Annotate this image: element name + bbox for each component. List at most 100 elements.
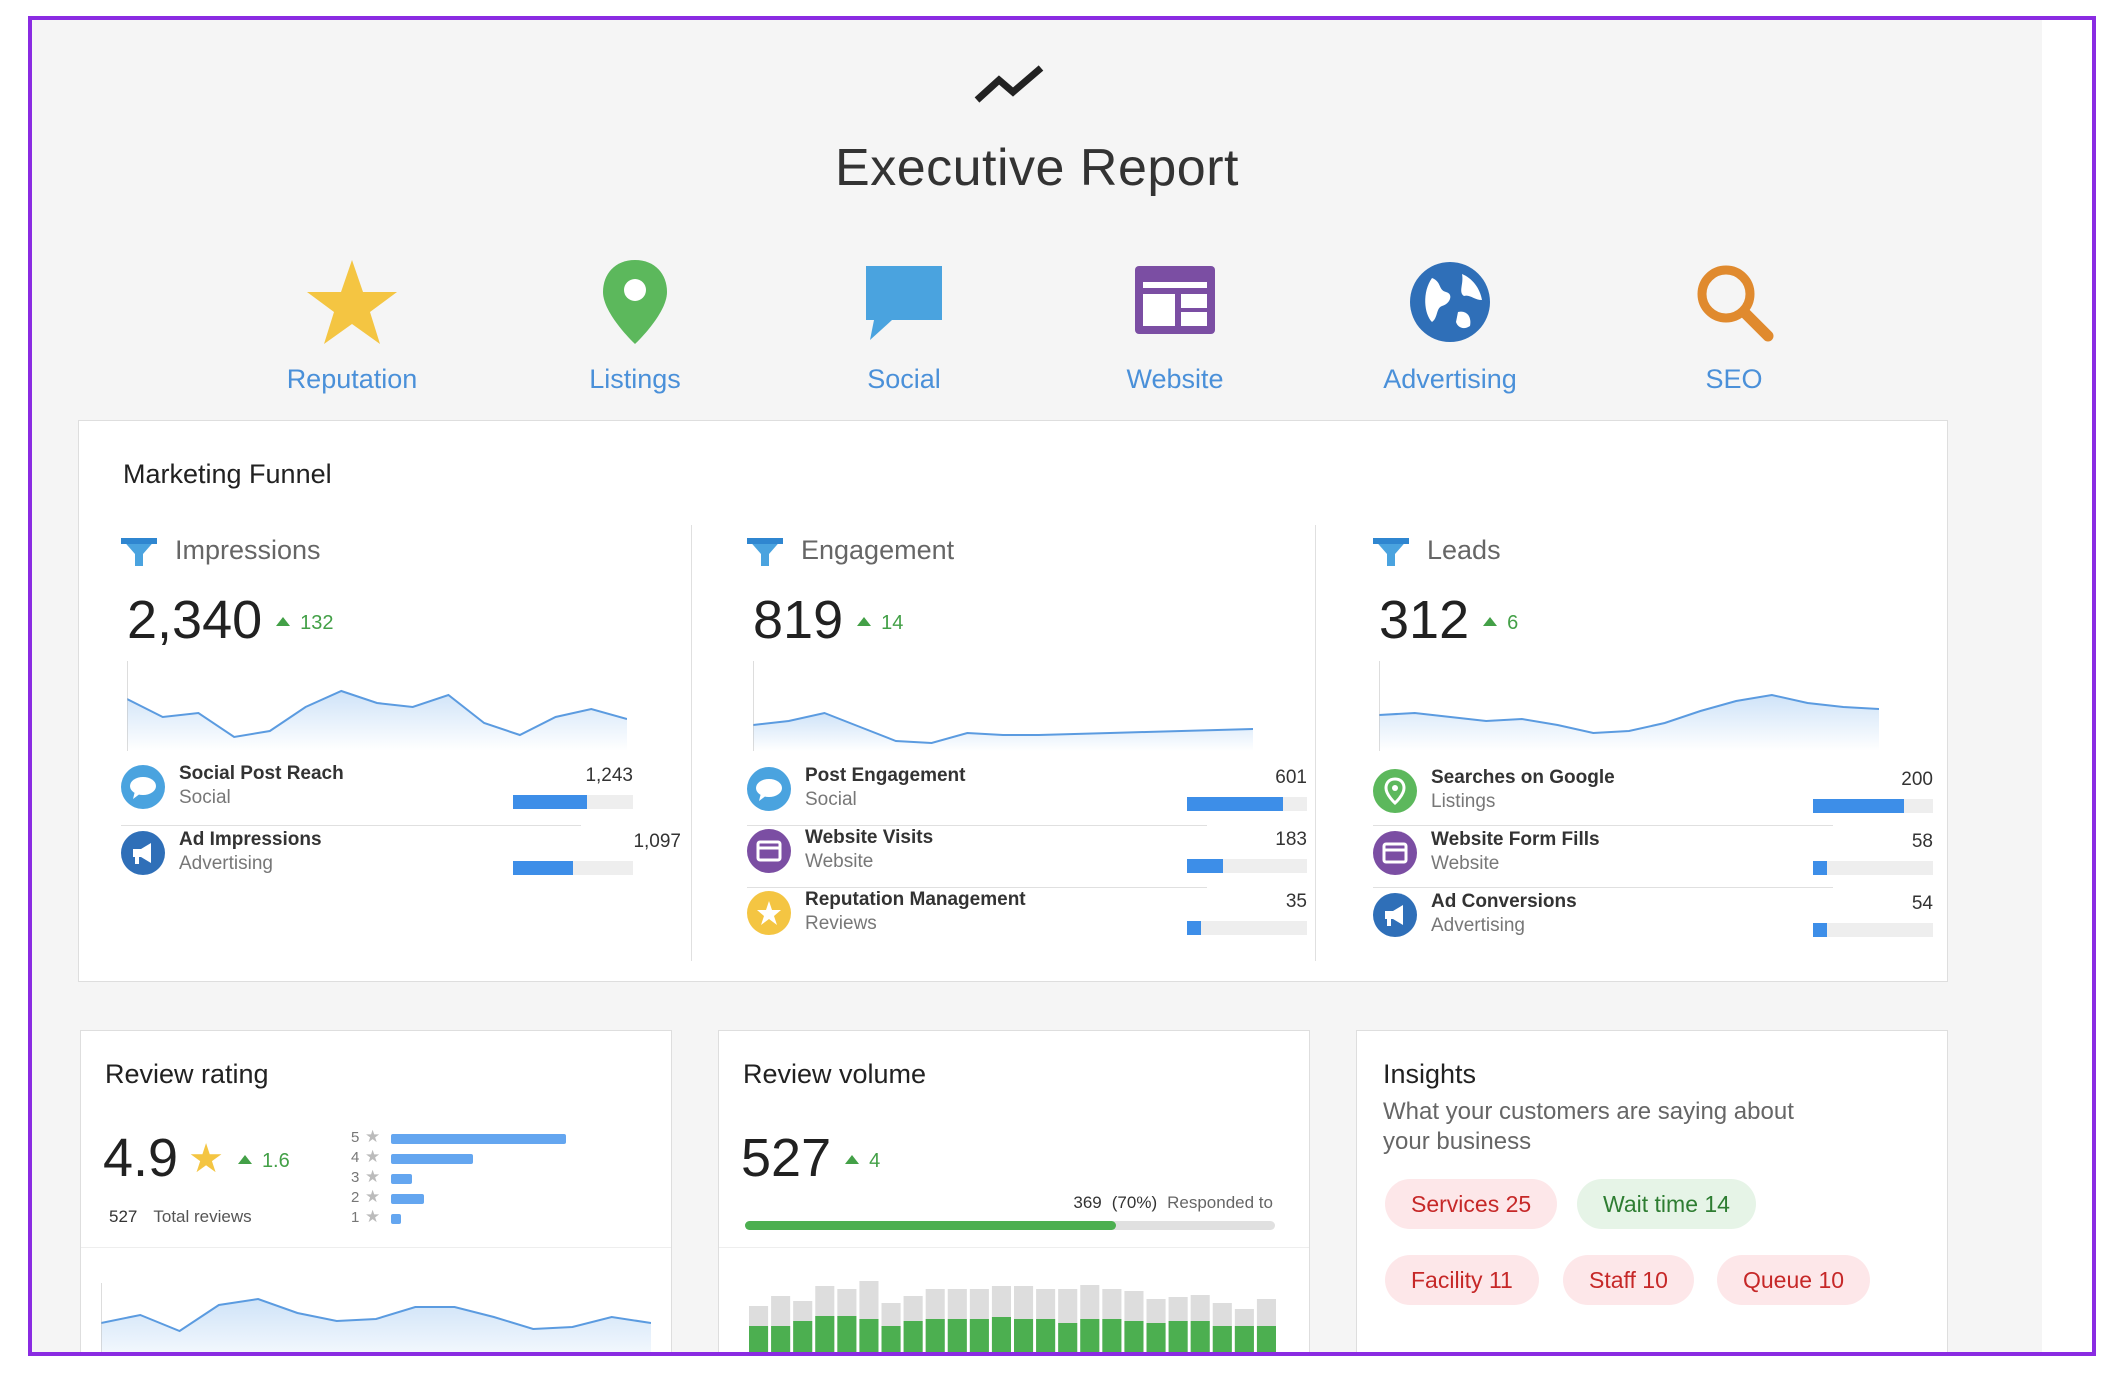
star-icon: ★	[365, 1167, 381, 1186]
metric-bar-fill	[513, 795, 588, 809]
volume-bar-responded	[1146, 1323, 1166, 1352]
website-icon	[1373, 831, 1417, 875]
volume-bar-responded	[837, 1316, 857, 1352]
funnel-column-value: 819 14	[753, 590, 904, 650]
review-volume-card: Review volume 527 4 369 (70%) Responded to	[718, 1030, 1310, 1352]
metric-source: Social	[805, 789, 857, 810]
metric-bar-fill	[1187, 921, 1202, 935]
metric-bar-fill	[513, 861, 573, 875]
distribution-bar	[391, 1154, 474, 1164]
star-icon: ★	[365, 1207, 381, 1226]
distribution-bar	[391, 1174, 412, 1184]
metric-source: Website	[805, 851, 874, 872]
funnel-icon	[1373, 537, 1409, 566]
star-icon: ★	[188, 1137, 224, 1181]
divider	[719, 1247, 1309, 1248]
nav-seo[interactable]: SEO	[1604, 256, 1864, 395]
insight-chip[interactable]: Queue 10	[1717, 1255, 1871, 1305]
sparkline-line	[753, 711, 1253, 745]
metric-source: Website	[1431, 853, 1500, 874]
metric-row[interactable]: Social Post Reach Social 1,243	[121, 759, 681, 819]
volume-bar-responded	[815, 1316, 835, 1352]
card-title: Review volume	[743, 1059, 927, 1089]
sparkline-line	[1379, 693, 1879, 735]
volume-bar-responded	[1124, 1321, 1144, 1352]
sparkline-line	[101, 1297, 651, 1333]
nav-advertising[interactable]: Advertising	[1320, 256, 1580, 395]
nav-reputation[interactable]: Reputation	[222, 256, 482, 395]
star-icon: ★	[365, 1127, 381, 1146]
insight-chip[interactable]: Services 25	[1385, 1179, 1558, 1229]
volume-bar-responded	[969, 1319, 989, 1352]
volume-bar-responded	[1014, 1319, 1034, 1352]
up-arrow-icon	[237, 1155, 252, 1165]
funnel-column-engagement: Engagement 819 14 Post Engagement Social …	[705, 421, 1329, 983]
volume-bar-responded	[1036, 1319, 1056, 1352]
metric-row[interactable]: Website Form Fills Website 58	[1373, 825, 1933, 885]
up-arrow-icon	[1483, 617, 1498, 627]
card-title: Insights	[1383, 1059, 1477, 1089]
volume-bar-responded	[903, 1321, 923, 1352]
metric-bar	[1187, 797, 1307, 811]
metric-name: Post Engagement	[805, 765, 966, 786]
globe-icon	[1410, 262, 1490, 342]
insight-chip[interactable]: Staff 10	[1563, 1255, 1694, 1305]
report-frame: Executive Report Reputation Listings Soc…	[28, 16, 2096, 1356]
card-title: Review rating	[105, 1059, 269, 1089]
funnel-column-header: Engagement	[747, 535, 954, 566]
delta-badge: 14	[857, 612, 903, 634]
card-title: Marketing Funnel	[123, 459, 332, 489]
metric-name: Website Form Fills	[1431, 829, 1600, 850]
sparkline-line	[127, 689, 627, 739]
metric-bar-fill	[1813, 923, 1828, 937]
divider	[81, 1247, 671, 1248]
megaphone-icon	[121, 831, 165, 875]
nav-listings[interactable]: Listings	[505, 256, 765, 395]
star-icon	[307, 260, 397, 344]
metric-source: Advertising	[1431, 915, 1525, 936]
metric-bar	[1813, 799, 1933, 813]
divider	[121, 825, 581, 826]
funnel-column-impressions: Impressions 2,340 132 Social Post Reach S…	[79, 421, 703, 983]
volume-value: 527 4	[741, 1128, 881, 1188]
nav-website[interactable]: Website	[1045, 256, 1305, 395]
social-icon	[121, 765, 165, 809]
star-icon	[747, 891, 791, 935]
volume-bar-responded	[1102, 1319, 1122, 1352]
distribution-bar	[391, 1134, 566, 1144]
metric-bar	[1187, 859, 1307, 873]
insight-chip[interactable]: Wait time 14	[1577, 1179, 1756, 1229]
metric-source: Reviews	[805, 913, 877, 934]
insight-chip[interactable]: Facility 11	[1385, 1255, 1539, 1305]
column-divider	[691, 525, 692, 961]
volume-bar-responded	[1168, 1321, 1188, 1352]
metric-name: Ad Conversions	[1431, 891, 1577, 912]
funnel-column-leads: Leads 312 6 Searches on Google Listings 2…	[1331, 421, 1955, 983]
sparkline-area	[101, 1299, 651, 1352]
pin-icon	[1373, 769, 1417, 813]
metric-value: 58	[1911, 831, 1933, 852]
metric-name: Searches on Google	[1431, 767, 1615, 788]
divider	[747, 887, 1207, 888]
delta-badge: 132	[276, 612, 334, 634]
metric-row[interactable]: Reputation Management Reviews 35	[747, 885, 1307, 945]
nav-label: Listings	[589, 364, 681, 394]
funnel-column-label: Impressions	[175, 535, 321, 565]
delta-badge: 4	[845, 1150, 880, 1172]
metric-row[interactable]: Searches on Google Listings 200	[1373, 763, 1933, 823]
metric-source: Listings	[1431, 791, 1496, 812]
metric-source: Advertising	[179, 853, 273, 874]
volume-bar-responded	[1212, 1326, 1232, 1352]
star-icon: ★	[365, 1187, 381, 1206]
metric-row[interactable]: Ad Conversions Advertising 54	[1373, 887, 1933, 947]
metric-bar	[1187, 921, 1307, 935]
funnel-column-value: 2,340 132	[127, 590, 334, 650]
metric-row[interactable]: Website Visits Website 183	[747, 823, 1307, 883]
metric-row[interactable]: Post Engagement Social 601	[747, 761, 1307, 821]
review-volume-bar-chart	[749, 1281, 1276, 1352]
sparkline-area	[1379, 695, 1879, 751]
nav-social[interactable]: Social	[774, 256, 1034, 395]
volume-bar-responded	[771, 1326, 791, 1352]
metric-row[interactable]: Ad Impressions Advertising 1,097	[121, 825, 681, 885]
metric-bar-fill	[1187, 859, 1223, 873]
